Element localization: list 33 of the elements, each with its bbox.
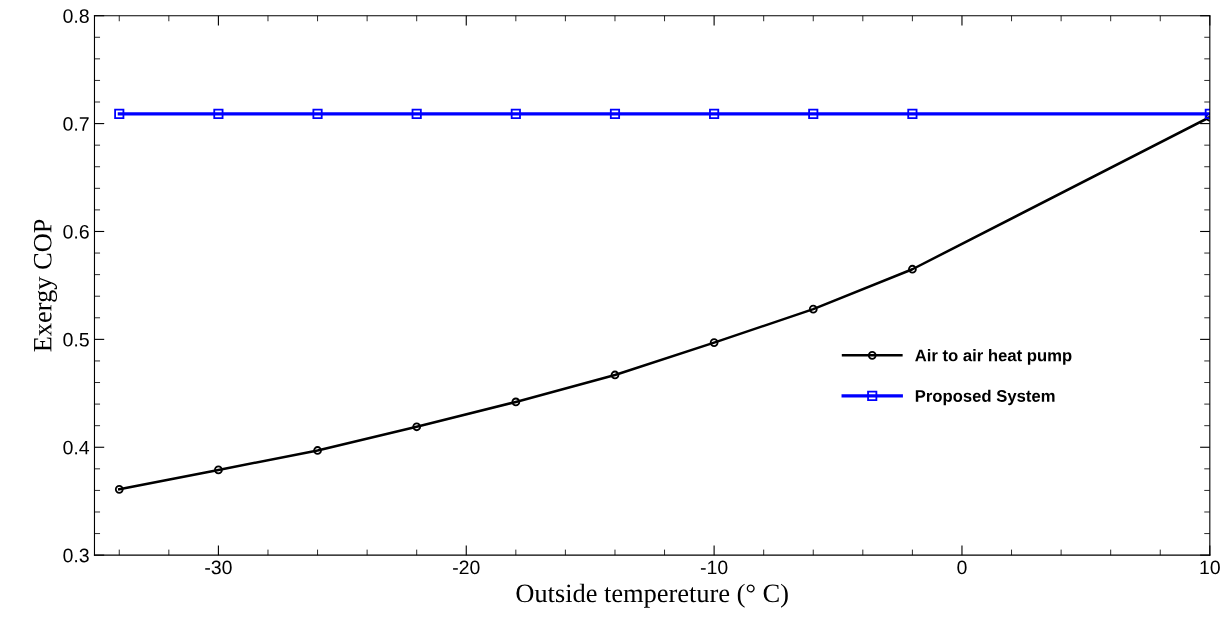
point (908, 264, 917, 274)
x-tick-label: -20 (453, 560, 480, 575)
y-tick-label: 0.7 (63, 117, 89, 131)
x-axis-title: Outside tempereture (° C) (516, 583, 788, 608)
point (709, 338, 719, 347)
legend-label: Proposed System (915, 389, 1055, 406)
point (114, 108, 125, 119)
point (610, 370, 620, 380)
y-tick-label: 0.8 (63, 9, 89, 23)
y-tick-label: 0.3 (63, 548, 89, 563)
legend-label: Air to air heat pump (915, 349, 1072, 365)
point (213, 108, 224, 119)
x-tick-label: 0 (957, 560, 967, 575)
x-tick-label: -30 (205, 560, 232, 575)
point (214, 465, 223, 475)
y-tick-label: 0.6 (63, 224, 89, 239)
point (411, 108, 422, 119)
y-tick-label: 0.5 (63, 332, 89, 347)
point (313, 446, 322, 455)
point (709, 108, 720, 119)
point (907, 108, 918, 119)
point (510, 108, 521, 119)
y-axis-title: Exergy COP (33, 219, 58, 352)
point (808, 108, 819, 119)
point (312, 108, 323, 119)
x-tick-label: 10 (1200, 560, 1220, 575)
point (511, 397, 521, 407)
point (808, 304, 818, 314)
x-tick-label: -10 (700, 560, 728, 575)
point (114, 484, 124, 494)
point (609, 108, 621, 119)
y-tick-label: 0.4 (63, 440, 90, 455)
point (412, 422, 422, 432)
